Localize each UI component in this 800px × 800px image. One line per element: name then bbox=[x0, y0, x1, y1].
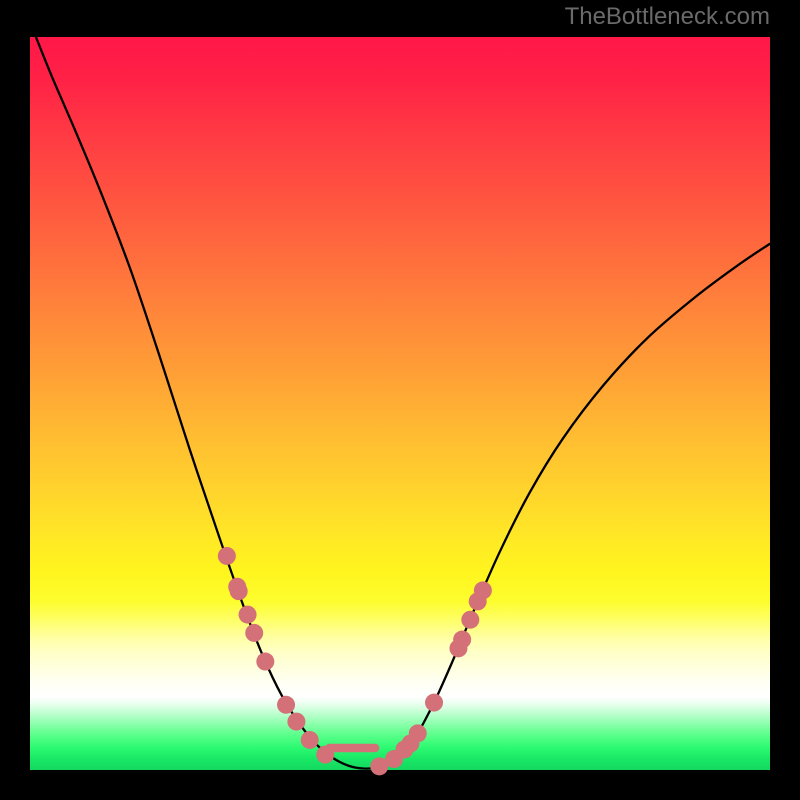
marker-point bbox=[461, 611, 479, 629]
marker-point bbox=[245, 624, 263, 642]
marker-point bbox=[218, 547, 236, 565]
marker-point bbox=[409, 724, 427, 742]
plot-background bbox=[30, 37, 770, 770]
marker-point bbox=[301, 731, 319, 749]
marker-point bbox=[474, 581, 492, 599]
marker-point bbox=[239, 606, 257, 624]
marker-point bbox=[425, 694, 443, 712]
marker-point bbox=[316, 746, 334, 764]
watermark-text: TheBottleneck.com bbox=[565, 3, 770, 30]
marker-point bbox=[453, 631, 471, 649]
marker-point bbox=[230, 582, 248, 600]
marker-point bbox=[277, 696, 295, 714]
marker-point bbox=[256, 653, 274, 671]
bottleneck-chart: TheBottleneck.com bbox=[0, 0, 800, 800]
marker-point bbox=[287, 713, 305, 731]
